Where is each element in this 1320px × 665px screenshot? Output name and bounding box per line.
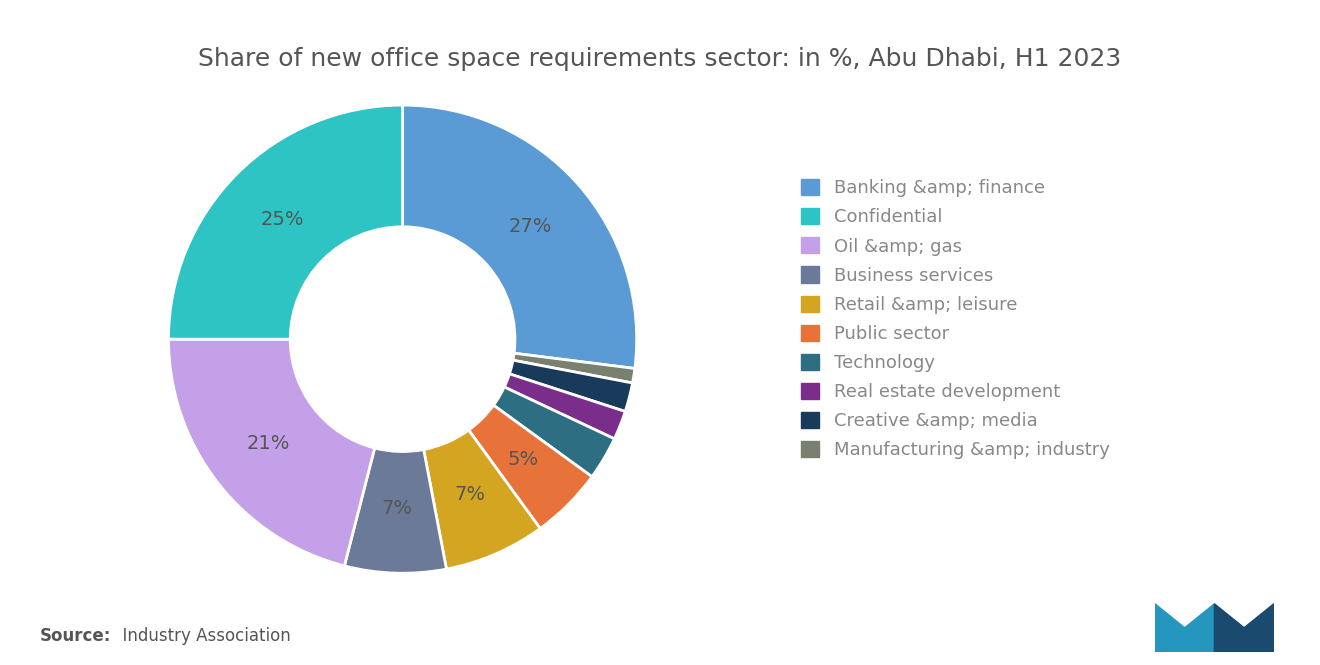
Text: 27%: 27% (508, 217, 552, 237)
Wedge shape (424, 430, 540, 569)
Wedge shape (504, 374, 626, 439)
Text: 7%: 7% (454, 485, 486, 504)
Wedge shape (469, 405, 591, 529)
Wedge shape (494, 387, 614, 477)
Text: 25%: 25% (261, 209, 305, 229)
Polygon shape (1214, 604, 1274, 652)
Wedge shape (513, 353, 635, 383)
Wedge shape (510, 360, 632, 412)
Legend: Banking &amp; finance, Confidential, Oil &amp; gas, Business services, Retail &a: Banking &amp; finance, Confidential, Oil… (801, 179, 1109, 460)
Text: Industry Association: Industry Association (112, 627, 290, 645)
Text: 7%: 7% (381, 499, 413, 518)
Text: 21%: 21% (247, 434, 290, 453)
Polygon shape (1155, 604, 1214, 652)
Text: Share of new office space requirements sector: in %, Abu Dhabi, H1 2023: Share of new office space requirements s… (198, 47, 1122, 70)
Text: 5%: 5% (507, 450, 539, 469)
Wedge shape (403, 105, 636, 368)
Wedge shape (345, 448, 446, 573)
Text: Source:: Source: (40, 627, 111, 645)
Wedge shape (169, 339, 375, 566)
Wedge shape (169, 105, 403, 339)
